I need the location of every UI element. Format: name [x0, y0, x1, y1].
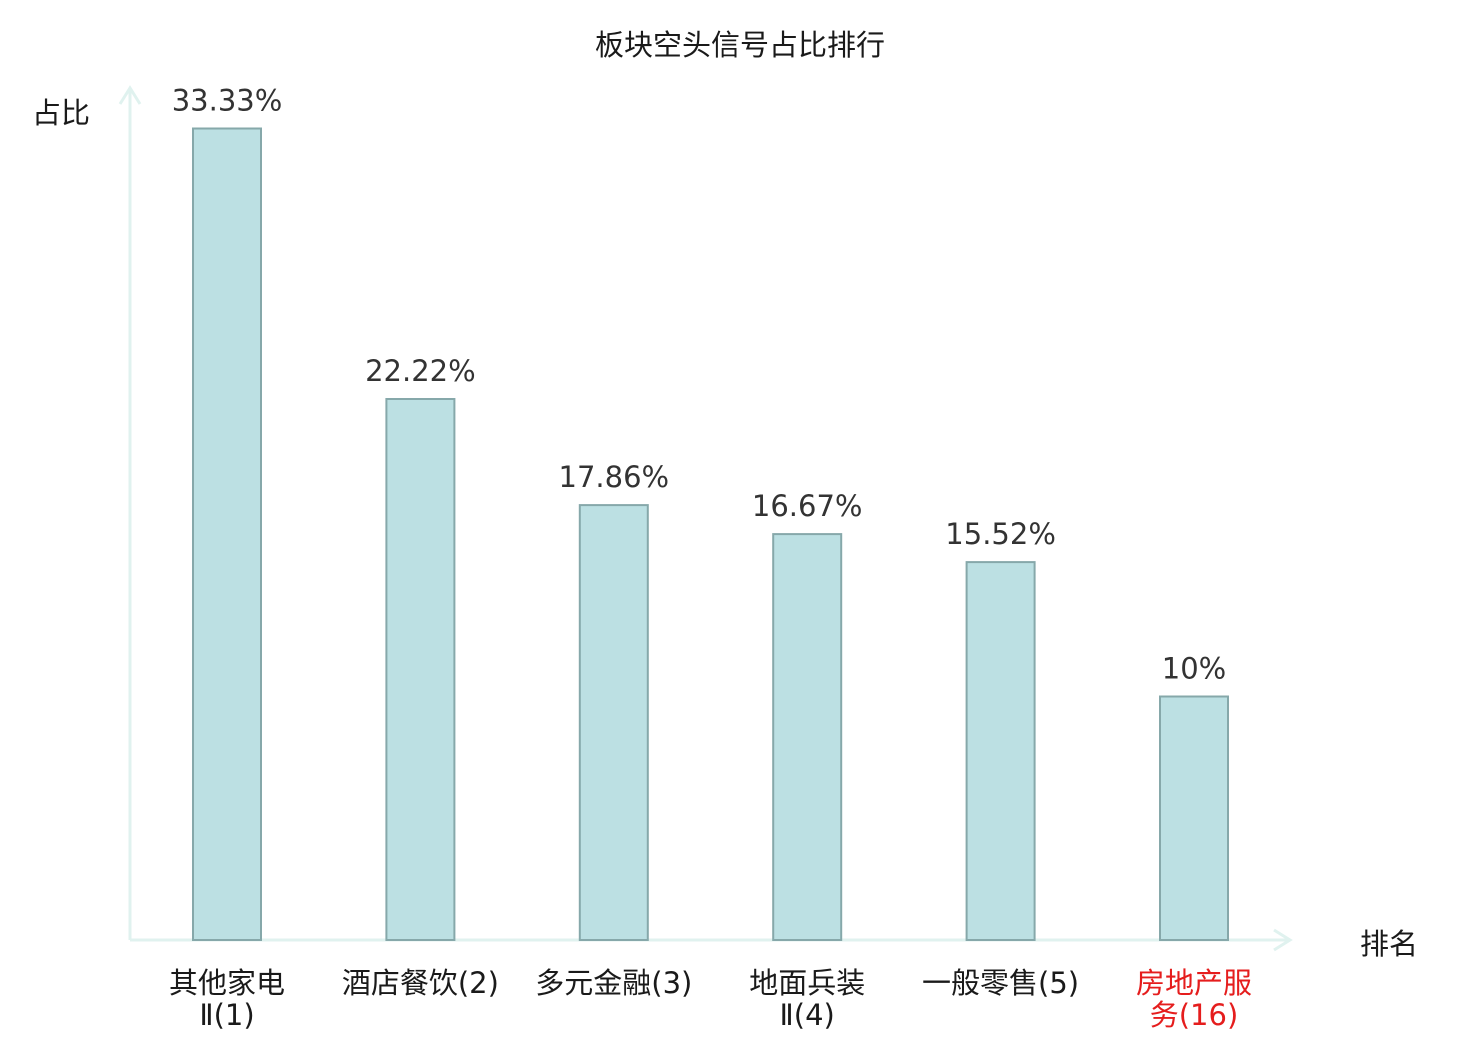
bar — [578, 504, 649, 941]
bars — [192, 127, 1229, 941]
bar — [772, 533, 843, 941]
x-axis-arrow — [1273, 928, 1293, 952]
bar — [385, 398, 456, 941]
category-tick-label: 一般零售(5) — [922, 966, 1079, 1000]
value-label: 15.52% — [945, 517, 1056, 551]
bar — [1159, 695, 1229, 941]
y-axis-arrow — [118, 85, 142, 105]
bar — [192, 127, 262, 941]
x-axis-label: 排名 — [1360, 927, 1419, 961]
value-label: 16.67% — [752, 489, 863, 523]
category-tick-label: 务(16) — [1150, 998, 1239, 1032]
category-tick-label: 其他家电 — [169, 966, 285, 1000]
value-label: 22.22% — [365, 354, 476, 388]
y-axis-label: 占比 — [32, 96, 91, 130]
category-tick-label: Ⅱ(1) — [199, 998, 254, 1032]
category-tick-label: 房地产服 — [1136, 966, 1252, 1000]
value-label: 17.86% — [559, 460, 670, 494]
bar — [965, 561, 1036, 941]
category-tick-label: 多元金融(3) — [535, 966, 692, 1000]
category-tick-label: 地面兵装 — [749, 966, 865, 1000]
value-label: 10% — [1162, 652, 1226, 686]
value-label: 33.33% — [172, 84, 283, 118]
chart-title: 板块空头信号占比排行 — [594, 28, 885, 62]
category-tick-label: 酒店餐饮(2) — [342, 966, 499, 1000]
category-tick-label: Ⅱ(4) — [780, 998, 835, 1032]
axes — [118, 85, 1293, 952]
